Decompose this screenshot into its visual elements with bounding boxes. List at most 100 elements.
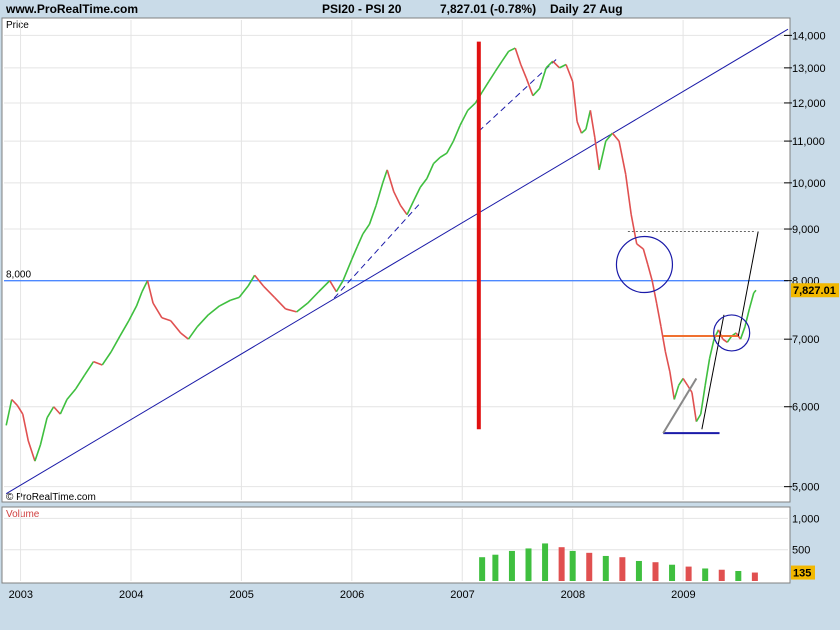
y-tick-label: 6,000 — [792, 402, 820, 414]
price-segment — [419, 178, 428, 188]
price-segment — [673, 385, 680, 400]
price-segment — [508, 47, 516, 53]
price-segment — [101, 351, 112, 366]
price-segment — [552, 60, 560, 69]
price-segment — [589, 110, 596, 138]
price-segment — [585, 110, 592, 130]
rising-line — [662, 377, 698, 434]
price-segment — [59, 399, 68, 415]
price-segment — [27, 440, 36, 462]
price-segment — [545, 60, 554, 69]
last-value-label: 7,827.01 — [793, 285, 836, 297]
volume-bar — [525, 548, 532, 581]
price-segment — [494, 60, 503, 72]
price-segment — [342, 258, 353, 281]
price-segment — [39, 417, 48, 446]
price-segment — [646, 264, 653, 281]
price-segment — [748, 292, 755, 310]
price-segment — [218, 299, 231, 307]
price-segment — [525, 77, 534, 96]
rising-line — [701, 314, 725, 430]
price-segment — [141, 280, 149, 293]
price-segment — [247, 274, 256, 287]
price-segment — [651, 280, 658, 304]
watermark: © ProRealTime.com — [6, 492, 96, 503]
volume-bar — [542, 543, 549, 581]
price-segment — [66, 388, 77, 401]
price-segment — [393, 191, 402, 206]
volume-bar — [652, 562, 659, 581]
price-segment — [187, 326, 198, 340]
price-segment — [285, 308, 297, 313]
y-tick-label: 14,000 — [792, 30, 826, 42]
price-segment — [514, 47, 522, 65]
price-segment — [119, 320, 130, 337]
y-tick-label: 7,000 — [792, 334, 820, 346]
price-segment — [11, 398, 18, 406]
price-segment — [146, 280, 154, 304]
price-segment — [238, 285, 249, 298]
price-segment — [452, 125, 461, 142]
price-segment — [335, 280, 344, 293]
price-segment — [83, 361, 95, 376]
price-panel — [1, 17, 791, 503]
price-segment — [254, 274, 265, 287]
price-segment — [5, 399, 13, 426]
volume-bar — [558, 547, 565, 581]
price-segment — [704, 358, 711, 386]
volume-bar — [508, 550, 515, 581]
price-segment — [605, 132, 614, 142]
price-segment — [412, 186, 422, 202]
price-segment — [16, 404, 24, 415]
price-segment — [726, 335, 733, 343]
price-segment — [624, 174, 632, 215]
price-segment — [368, 205, 377, 225]
price-segment — [598, 140, 607, 171]
last-value-badge — [791, 283, 839, 298]
price-segment — [53, 406, 61, 415]
volume-bar — [586, 552, 593, 581]
volume-bar — [735, 570, 742, 581]
x-tick-label: 2009 — [671, 589, 695, 601]
price-segment — [34, 444, 42, 462]
volume-last-label: 135 — [793, 568, 811, 580]
x-tick-label: 2003 — [9, 589, 33, 601]
volume-bar — [751, 572, 758, 581]
site-name[interactable]: www.ProRealTime.com — [6, 2, 139, 16]
price-segment — [636, 243, 644, 250]
price-segment — [576, 121, 583, 134]
y-tick-label: 5,000 — [792, 482, 820, 494]
price-segment — [520, 64, 528, 79]
price-panel-label: Price — [6, 20, 29, 31]
price-segment — [196, 314, 209, 328]
volume-bar — [602, 555, 609, 581]
price-segment — [559, 63, 567, 69]
volume-panel-label: Volume — [6, 509, 40, 520]
price-segment — [128, 305, 138, 322]
price-segment — [532, 88, 541, 97]
price-segment — [180, 332, 189, 340]
price-segment — [593, 137, 600, 171]
price-segment — [386, 169, 395, 192]
x-tick-label: 2008 — [561, 589, 585, 601]
price-segment — [110, 335, 121, 353]
price-segment — [161, 317, 171, 322]
price-segment — [580, 128, 587, 134]
volume-bar — [635, 560, 642, 581]
y-tick-label: 11,000 — [792, 136, 825, 148]
highlight-circle — [713, 314, 751, 352]
price-segment — [664, 351, 671, 372]
price-segment — [459, 109, 469, 126]
price-segment — [426, 163, 435, 179]
price-segment — [93, 360, 103, 366]
price-segment — [678, 378, 684, 386]
y-tick-label: 13,000 — [792, 63, 826, 75]
volume-panel — [1, 506, 791, 584]
price-segment — [46, 406, 55, 419]
price-segment — [362, 223, 371, 235]
volume-bar — [479, 557, 486, 581]
price-segment — [618, 140, 627, 175]
price-segment — [611, 132, 620, 142]
long-trendline — [5, 28, 789, 495]
